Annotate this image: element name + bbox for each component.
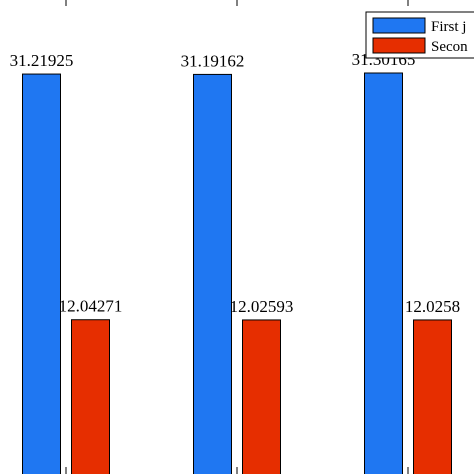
legend-swatch-series-1 xyxy=(372,17,426,34)
axis-ticks xyxy=(65,0,409,474)
data-label-series-2-group-2: 12.02593 xyxy=(230,297,294,316)
data-label-series-1-group-2: 31.19162 xyxy=(181,51,245,70)
bar-series-2-group-2 xyxy=(242,319,281,474)
data-label-series-2-group-3: 12.0258 xyxy=(405,297,460,316)
bar-series-2-group-3 xyxy=(413,319,452,474)
bar-series-1-group-2 xyxy=(193,73,232,474)
bar-series-1-group-1 xyxy=(22,73,61,474)
legend-swatch-series-2 xyxy=(372,37,426,54)
bars-group xyxy=(22,72,452,474)
legend-label-series-1: First j xyxy=(431,19,466,35)
legend-label-series-2: Secon xyxy=(431,39,468,55)
data-label-series-2-group-1: 12.04271 xyxy=(59,297,123,316)
data-label-series-1-group-1: 31.21925 xyxy=(10,51,74,70)
bar-series-2-group-1 xyxy=(71,319,110,474)
bar-series-1-group-3 xyxy=(364,72,403,474)
legend: First j Secon xyxy=(365,11,474,59)
